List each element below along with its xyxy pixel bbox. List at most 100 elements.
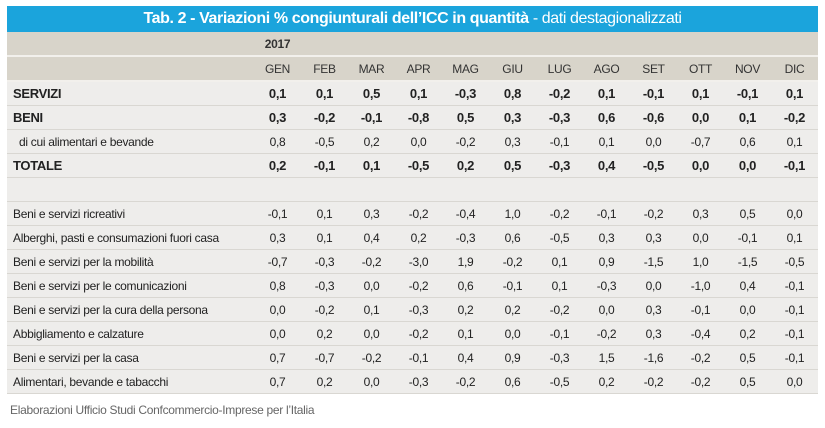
value-cell: -0,5: [536, 225, 583, 250]
value-cell: -0,3: [395, 369, 442, 394]
value-cell: -0,1: [724, 225, 771, 250]
value-cell: 0,0: [254, 297, 301, 322]
header-blank: [301, 32, 818, 57]
value-cell: 0,0: [724, 297, 771, 322]
value-cell: -0,2: [536, 201, 583, 226]
row-label: BENI: [7, 105, 254, 130]
value-cell: 0,0: [348, 273, 395, 298]
row-label: Abbigliamento e calzature: [7, 321, 254, 346]
value-cell: -1,5: [630, 249, 677, 274]
value-cell: 0,8: [489, 81, 536, 106]
row-label: TOTALE: [7, 153, 254, 178]
value-cell: 0,6: [489, 369, 536, 394]
value-cell: 0,4: [348, 225, 395, 250]
table-container: Tab. 2 - Variazioni % congiunturali dell…: [7, 6, 818, 394]
spacer-cell: [7, 177, 818, 202]
value-cell: -0,1: [771, 273, 818, 298]
month-header: LUG: [536, 56, 583, 82]
value-cell: 0,1: [254, 81, 301, 106]
year-header-row: 2017: [7, 32, 818, 57]
value-cell: 1,0: [489, 201, 536, 226]
value-cell: -0,1: [771, 321, 818, 346]
value-cell: 0,0: [677, 225, 724, 250]
value-cell: 0,1: [395, 81, 442, 106]
value-cell: -0,8: [395, 105, 442, 130]
value-cell: 0,2: [724, 321, 771, 346]
value-cell: -0,2: [630, 201, 677, 226]
value-cell: -0,6: [630, 105, 677, 130]
month-header: MAG: [442, 56, 489, 82]
value-cell: -1,0: [677, 273, 724, 298]
value-cell: -0,1: [301, 153, 348, 178]
value-cell: -0,1: [771, 153, 818, 178]
value-cell: 0,9: [583, 249, 630, 274]
value-cell: -0,3: [583, 273, 630, 298]
value-cell: 0,6: [724, 129, 771, 154]
table-row: Abbigliamento e calzature 0,0 0,2 0,0 -0,2 0,…: [7, 321, 818, 346]
value-cell: 0,2: [301, 369, 348, 394]
table-row: di cui alimentari e bevande 0,8 -0,5 0,2 0,0…: [7, 129, 818, 154]
value-cell: 0,8: [254, 273, 301, 298]
value-cell: -0,2: [442, 129, 489, 154]
month-header: AGO: [583, 56, 630, 82]
value-cell: -0,4: [677, 321, 724, 346]
value-cell: 0,2: [254, 153, 301, 178]
value-cell: -1,6: [630, 345, 677, 370]
value-cell: 0,6: [489, 225, 536, 250]
row-label: Alberghi, pasti e consumazioni fuori cas…: [7, 225, 254, 250]
value-cell: 0,2: [489, 297, 536, 322]
value-cell: 0,1: [724, 105, 771, 130]
value-cell: 0,1: [301, 81, 348, 106]
value-cell: 0,2: [442, 297, 489, 322]
value-cell: -0,1: [771, 297, 818, 322]
value-cell: -0,3: [536, 345, 583, 370]
value-cell: 0,3: [630, 225, 677, 250]
value-cell: -0,5: [771, 249, 818, 274]
value-cell: -0,1: [395, 345, 442, 370]
value-cell: 0,8: [254, 129, 301, 154]
value-cell: 0,3: [348, 201, 395, 226]
month-header: OTT: [677, 56, 724, 82]
row-label: SERVIZI: [7, 81, 254, 106]
value-cell: 0,1: [771, 129, 818, 154]
value-cell: 0,5: [489, 153, 536, 178]
value-cell: 0,5: [348, 81, 395, 106]
table-row: SERVIZI 0,1 0,1 0,5 0,1 -0,3 0,8 -0,2 0,1 -0,1 0,1…: [7, 81, 818, 106]
value-cell: 0,3: [583, 225, 630, 250]
table-row: BENI 0,3 -0,2 -0,1 -0,8 0,5 0,3 -0,3 0,6 -0,6 0,0 0…: [7, 105, 818, 130]
value-cell: 0,2: [348, 129, 395, 154]
value-cell: -0,3: [442, 81, 489, 106]
value-cell: 0,0: [395, 129, 442, 154]
value-cell: 0,1: [442, 321, 489, 346]
value-cell: -0,2: [536, 81, 583, 106]
table-row: Alimentari, bevande e tabacchi 0,7 0,2 0,0-…: [7, 369, 818, 394]
value-cell: -0,4: [442, 201, 489, 226]
value-cell: -0,1: [630, 81, 677, 106]
value-cell: 0,6: [442, 273, 489, 298]
value-cell: 0,3: [489, 105, 536, 130]
value-cell: 0,0: [677, 153, 724, 178]
value-cell: -0,3: [301, 273, 348, 298]
table-row: Beni e servizi per la casa 0,7 -0,7 -0,2 -0,…: [7, 345, 818, 370]
value-cell: -0,2: [301, 105, 348, 130]
value-cell: 0,0: [724, 153, 771, 178]
value-cell: -0,1: [536, 321, 583, 346]
table-row: Alberghi, pasti e consumazioni fuori cas…: [7, 225, 818, 250]
value-cell: 0,5: [724, 201, 771, 226]
value-cell: -0,3: [442, 225, 489, 250]
row-label: Beni e servizi per la cura della persona: [7, 297, 254, 322]
value-cell: -0,1: [489, 273, 536, 298]
value-cell: -0,7: [677, 129, 724, 154]
value-cell: 0,3: [254, 225, 301, 250]
value-cell: 0,1: [583, 129, 630, 154]
value-cell: -0,1: [583, 201, 630, 226]
value-cell: 0,4: [724, 273, 771, 298]
month-header: GIU: [489, 56, 536, 82]
month-header: FEB: [301, 56, 348, 82]
table-row: Beni e servizi per la cura della persona…: [7, 297, 818, 322]
value-cell: -0,1: [536, 129, 583, 154]
value-cell: 0,0: [489, 321, 536, 346]
table-row: Beni e servizi ricreativi -0,1 0,1 0,3 -0,2-…: [7, 201, 818, 226]
value-cell: -0,2: [771, 105, 818, 130]
row-label: Alimentari, bevande e tabacchi: [7, 369, 254, 394]
